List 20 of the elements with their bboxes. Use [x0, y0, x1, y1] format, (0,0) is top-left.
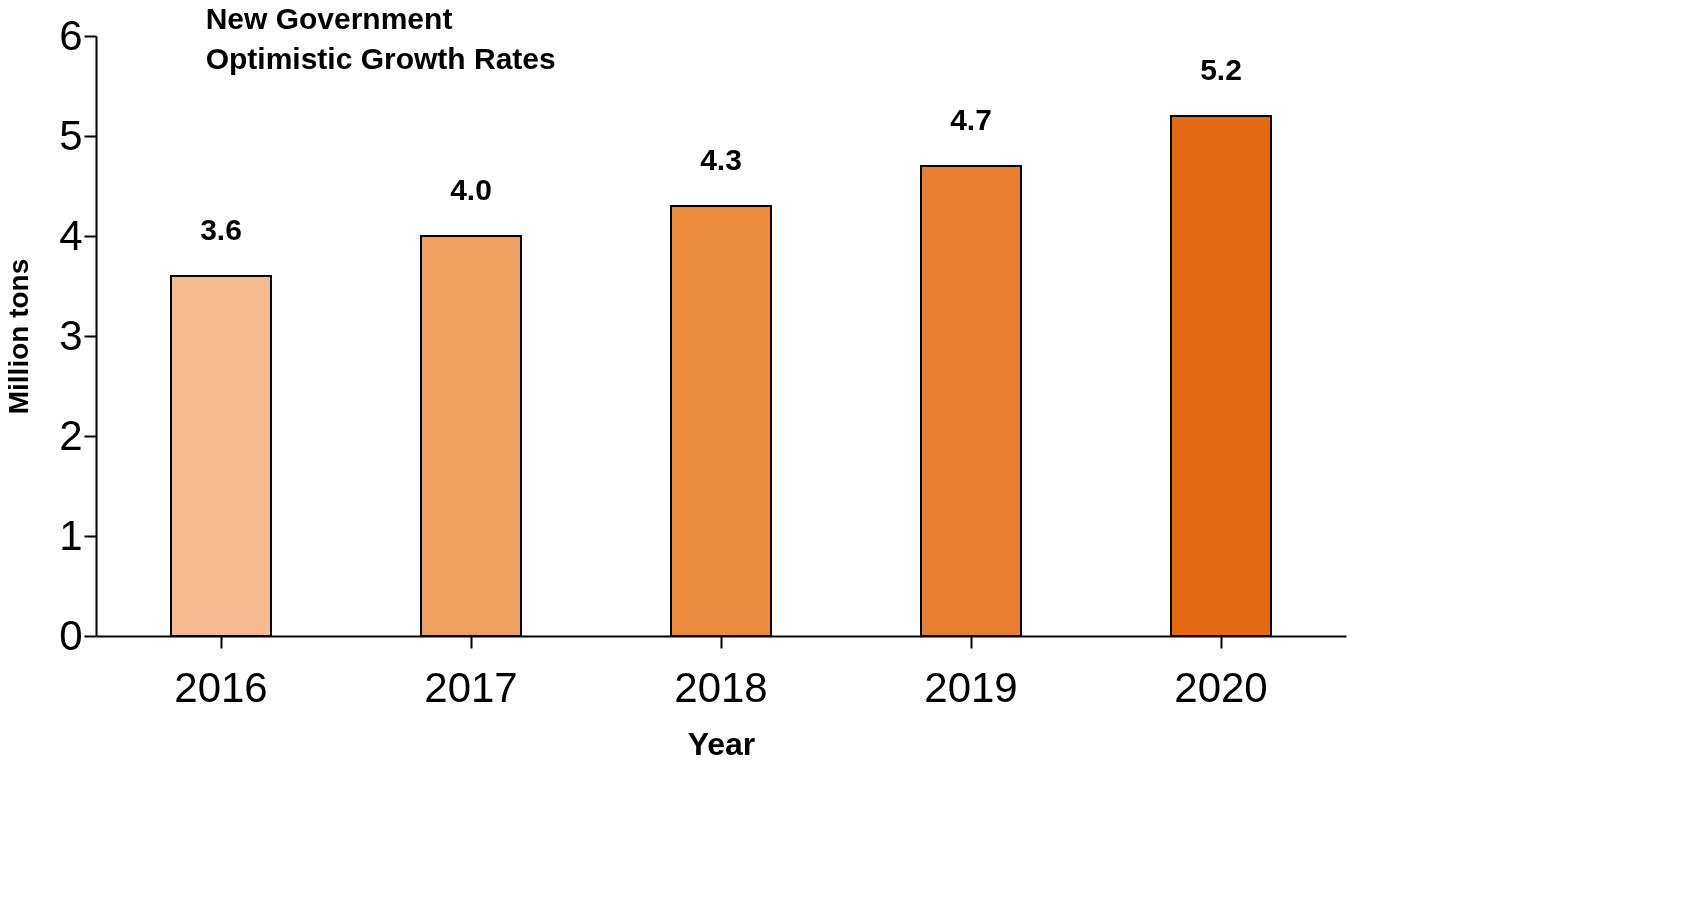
y-tick-label: 0 [59, 611, 83, 659]
y-tick-label: 2 [59, 411, 83, 459]
y-tick-label: 4 [59, 211, 83, 259]
x-tick-label: 2016 [174, 663, 268, 711]
x-tick-label: 2019 [924, 663, 1018, 711]
y-tick-label: 1 [59, 511, 83, 559]
data-label: 4.7 [950, 103, 992, 136]
x-axis-title: Year [687, 725, 756, 762]
y-axis-title: Million tons [3, 258, 35, 415]
data-label: 4.3 [700, 143, 742, 176]
y-tick-label: 5 [59, 111, 83, 159]
data-label: 5.2 [1200, 53, 1242, 86]
data-label: 3.6 [200, 213, 242, 246]
data-label: 4.0 [450, 173, 492, 206]
y-tick-label: 6 [59, 11, 83, 59]
chart-title: New Government Optimistic Growth Rates [205, 2, 556, 75]
x-tick-label: 2020 [1174, 663, 1268, 711]
y-tick-label: 3 [59, 311, 83, 359]
x-tick-label: 2017 [424, 663, 518, 711]
x-tick-label: 2018 [674, 663, 768, 711]
